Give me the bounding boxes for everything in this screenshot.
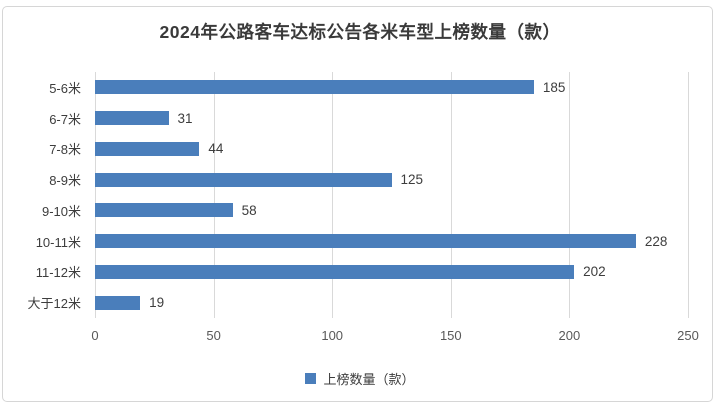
- gridline-250: [688, 72, 689, 318]
- gridline-50: [213, 72, 215, 318]
- value-label: 31: [177, 110, 193, 126]
- value-label: 19: [149, 295, 165, 311]
- x-tick-label: 100: [321, 328, 344, 343]
- value-label: 125: [400, 172, 424, 188]
- legend-label: 上榜数量（款）: [323, 372, 415, 387]
- value-label: 228: [644, 233, 668, 249]
- bar-row: 202: [95, 257, 688, 288]
- x-tick-label: 150: [439, 328, 462, 343]
- bar: [95, 172, 392, 187]
- bar-row: 19: [95, 287, 688, 318]
- category-label: 11-12米: [35, 265, 81, 281]
- bar: [95, 203, 233, 218]
- plot-area: 185 31 44 125 58 228 202 19: [95, 72, 689, 318]
- bars: 185 31 44 125 58 228 202 19: [95, 72, 688, 318]
- gridline-200: [569, 72, 571, 318]
- bar-row: 31: [95, 103, 688, 134]
- bar-row: 125: [95, 164, 688, 195]
- bar-row: 228: [95, 226, 688, 257]
- legend: 上榜数量（款）: [0, 369, 720, 388]
- category-label: 10-11米: [35, 234, 81, 250]
- x-tick-label: 50: [206, 328, 221, 343]
- category-label: 9-10米: [41, 203, 81, 219]
- category-label: 6-7米: [49, 111, 81, 127]
- gridline-150: [450, 72, 452, 318]
- gridline-0: [95, 72, 96, 318]
- value-label: 185: [542, 79, 566, 95]
- bar-row: 44: [95, 134, 688, 165]
- category-label: 大于12米: [27, 296, 81, 312]
- x-tick-label: 250: [677, 328, 699, 343]
- category-label: 7-8米: [49, 142, 81, 158]
- legend-swatch-icon: [305, 373, 317, 384]
- chart-title: 2024年公路客车达标公告各米车型上榜数量（款）: [159, 22, 561, 42]
- x-axis-tick-labels: 0 50 100 150 200 250: [91, 328, 698, 346]
- bar: [95, 141, 200, 156]
- category-label: 5-6米: [49, 80, 81, 96]
- bar: [95, 295, 141, 310]
- gridline-100: [332, 72, 334, 318]
- category-axis: 5-6米 6-7米 7-8米 8-9米 9-10米 10-11米 11-12米大于12米: [0, 72, 88, 318]
- category-label: 8-9米: [49, 173, 81, 189]
- value-label: 202: [583, 264, 606, 280]
- x-tick-label: 0: [91, 328, 99, 343]
- bar: [95, 264, 575, 279]
- x-tick-label: 200: [558, 328, 581, 343]
- bar: [95, 234, 636, 249]
- bar: [95, 80, 534, 95]
- value-label: 58: [241, 202, 257, 218]
- bar-row: 185: [95, 72, 688, 103]
- bar-row: 58: [95, 195, 688, 226]
- value-label: 44: [208, 141, 224, 157]
- bar: [95, 111, 169, 126]
